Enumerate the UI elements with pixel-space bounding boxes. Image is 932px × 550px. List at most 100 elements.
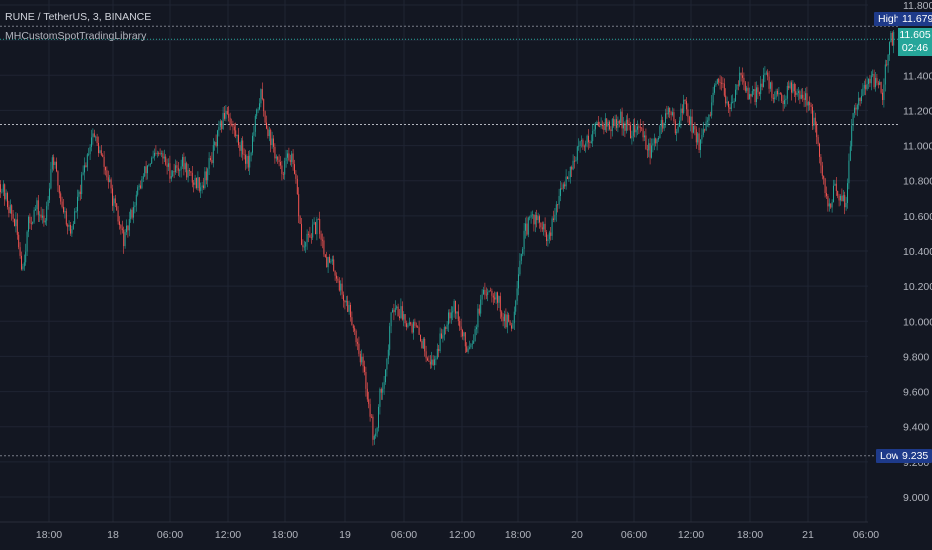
candle-body [555,204,557,215]
x-tick-label: 19 [339,529,351,541]
high-value: 11.679 [898,12,932,26]
candle-body [494,297,496,300]
candle-body [316,218,318,235]
symbol-title[interactable]: RUNE / TetherUS, 3, BINANCE [5,11,152,23]
candle-body [560,188,561,197]
candle-body [462,329,463,337]
candle-body [320,233,322,240]
candle-body [744,82,746,91]
candle-body [256,109,258,116]
candle-body [418,327,420,335]
candle-body [176,165,178,168]
candle-body [198,177,200,191]
candle-body [859,97,861,102]
candle-body [844,195,846,208]
candle-body [761,83,763,87]
candle-body [229,117,231,124]
candle-body [667,107,669,115]
candle-body [820,156,822,166]
candle-body [92,133,94,138]
candle-body [158,153,160,154]
candle-body [653,138,655,144]
candle-body [7,192,8,208]
candle-body [877,82,879,85]
candle-body [396,306,398,309]
x-tick-label: 06:00 [621,529,647,541]
candle-body [554,214,556,220]
candle-body [656,139,658,144]
candle-body [247,156,249,168]
candle-body [795,91,797,95]
candle-body [11,205,13,214]
candle-body [61,201,63,207]
candle-body [138,185,140,188]
candle-body [499,296,501,312]
candle-body [800,94,802,99]
candle-body [218,127,220,131]
candle-body [152,156,154,158]
candle-body [875,78,876,88]
x-tick-label: 18:00 [36,529,62,541]
candle-body [485,294,487,296]
candle-body [814,117,816,125]
x-tick-label: 18 [107,529,119,541]
candle-body [585,143,587,147]
candle-body [337,278,339,281]
candle-body [29,216,31,224]
candle-body [674,121,676,134]
candle-body [841,195,843,202]
x-tick-label: 18:00 [737,529,763,541]
candle-body [812,106,813,126]
candle-body [51,157,53,170]
candle-body [184,163,186,170]
candle-body [890,32,892,43]
candle-body [544,223,546,233]
candle-body [371,416,372,418]
candle-body [46,206,48,221]
candle-body [848,160,850,184]
candle-body [529,217,531,219]
candle-body [259,103,260,110]
candle-body [574,160,575,162]
candle-body [49,188,50,200]
candle-body [47,199,49,207]
candle-body [65,211,67,225]
price-axis[interactable]: 11.80011.60011.40011.20011.00010.80010.6… [903,0,932,504]
candle-body [357,342,358,344]
candle-body [509,321,511,326]
candle-body [233,126,235,131]
candle-body [369,404,371,417]
candle-body [397,306,399,317]
candle-body [413,321,414,333]
candle-body [33,210,35,222]
candle-body [666,113,668,115]
candle-body [701,134,703,140]
candle-body [382,388,384,393]
candle-body [127,225,129,231]
candle-body [407,324,409,327]
candle-body [564,184,566,187]
candle-body [632,124,634,136]
indicator-label[interactable]: MHCustomSpotTradingLibrary [5,30,147,42]
candle-body [557,204,559,206]
candle-body [77,196,78,212]
candle-body [86,154,88,168]
candle-body [14,218,15,227]
candle-body [588,135,589,143]
candle-body [553,218,554,220]
y-tick-label: 10.600 [903,211,932,223]
candle-body [677,126,679,132]
candle-body [39,214,41,216]
candle-body [343,294,344,301]
candle-body [740,72,742,76]
candle-body [470,344,472,348]
candle-body [887,54,889,66]
candle-body [165,156,167,165]
time-axis[interactable]: 18:00 18 06:00 12:00 18:00 19 06:00 12:00 18:00 2… [36,529,879,541]
candle-body [569,166,571,178]
candle-body [645,135,647,150]
candle-body [617,120,619,128]
candle-body [294,164,295,174]
candle-body [824,178,826,194]
